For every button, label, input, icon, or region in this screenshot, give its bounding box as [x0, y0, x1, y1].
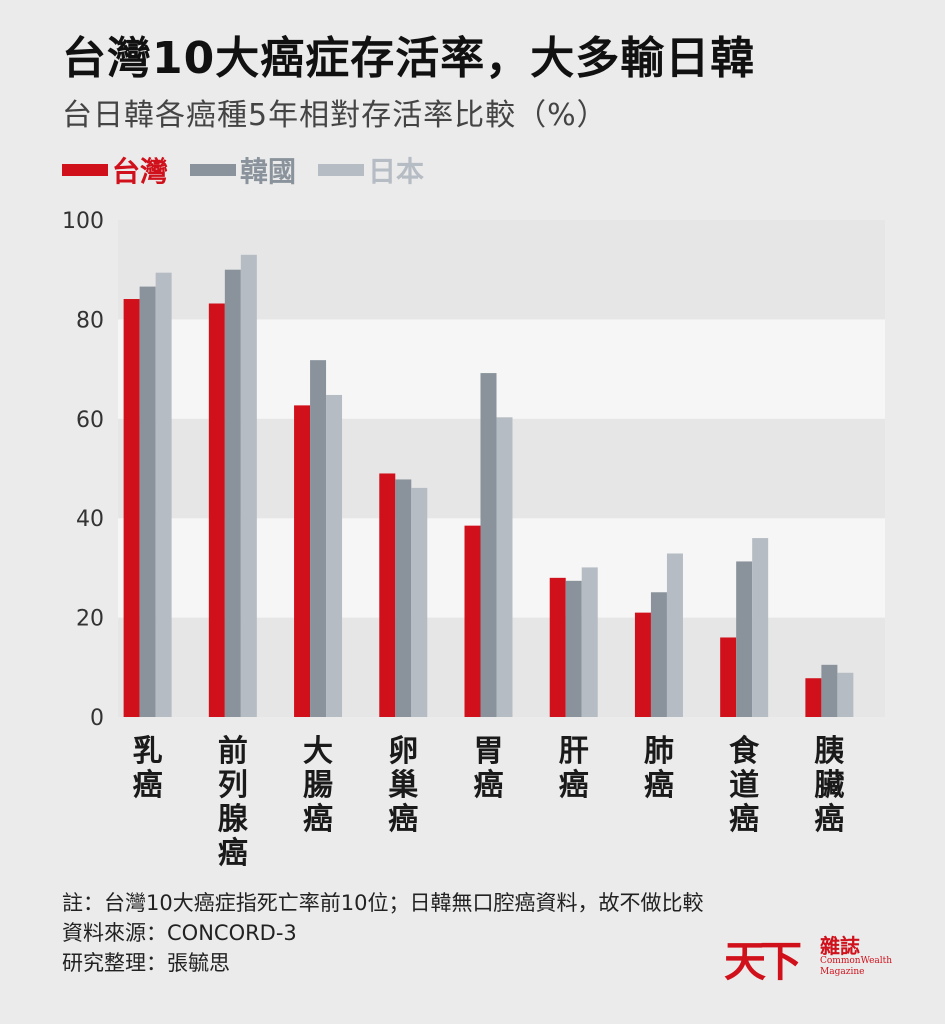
- logo-sub-text: 雜誌: [820, 934, 860, 958]
- footnote-note: 註：台灣10大癌症指死亡率前10位；日韓無口腔癌資料，故不做比較: [62, 891, 704, 915]
- category-label: 食: [729, 734, 760, 769]
- bar: [666, 553, 683, 717]
- bar: [821, 664, 838, 717]
- category-label: 乳: [133, 734, 163, 769]
- bar: [736, 561, 753, 717]
- footnote-compiled-by: 研究整理：張毓思: [62, 951, 230, 975]
- legend-label-japan: 日本: [368, 155, 425, 188]
- category-label: 前: [218, 734, 248, 769]
- bar: [411, 487, 428, 717]
- bar: [294, 405, 311, 717]
- bar: [379, 473, 396, 717]
- bar: [326, 394, 343, 717]
- category-label: 卵: [388, 734, 418, 769]
- legend-swatch-japan: [318, 164, 365, 176]
- category-label: 臟: [814, 768, 844, 803]
- legend-swatch-taiwan: [62, 164, 108, 176]
- bar: [139, 286, 156, 717]
- category-label: 肝: [559, 734, 589, 769]
- category-label: 癌: [133, 768, 163, 803]
- logo-english-text: CommonWealth Magazine: [820, 956, 892, 978]
- bar: [837, 672, 854, 717]
- y-tick-label: 0: [90, 706, 104, 731]
- legend-label-taiwan: 台灣: [112, 155, 169, 188]
- legend-item-taiwan: 台灣: [62, 150, 168, 190]
- category-label: 癌: [644, 768, 674, 803]
- category-label: 列: [218, 768, 248, 803]
- category-label: 巢: [388, 768, 418, 803]
- bar: [634, 612, 651, 717]
- logo-en-line1: CommonWealth: [820, 956, 893, 966]
- bar: [155, 272, 172, 717]
- legend: 台灣 韓國 日本: [62, 150, 424, 190]
- bar: [224, 269, 241, 717]
- bar: [496, 417, 513, 717]
- bar: [123, 299, 140, 717]
- category-label: 癌: [559, 768, 589, 803]
- bar: [752, 538, 769, 717]
- category-label: 癌: [474, 768, 504, 803]
- legend-item-korea: 韓國: [190, 150, 296, 190]
- y-tick-label: 20: [76, 607, 104, 632]
- bar: [549, 577, 566, 717]
- chart-title: 台灣10大癌症存活率，大多輸日韓: [62, 33, 756, 84]
- bar: [650, 592, 667, 717]
- category-label: 大: [303, 734, 333, 769]
- category-label: 胃: [474, 734, 504, 769]
- bar: [208, 303, 225, 717]
- category-label: 癌: [729, 802, 759, 837]
- category-label: 腸: [303, 768, 333, 803]
- bar: [565, 580, 582, 717]
- category-label: 胰: [814, 734, 844, 769]
- legend-swatch-korea: [190, 164, 237, 176]
- bar: [464, 525, 481, 717]
- bar: [805, 678, 822, 717]
- bar: [581, 567, 598, 717]
- legend-item-japan: 日本: [318, 150, 424, 190]
- footnote-source: 資料來源：CONCORD-3: [62, 921, 297, 945]
- category-label: 癌: [814, 802, 844, 837]
- legend-label-korea: 韓國: [240, 155, 297, 188]
- logo-main-text: 天下: [724, 937, 802, 986]
- bar: [310, 360, 327, 717]
- category-label: 腺: [218, 802, 249, 837]
- y-tick-label: 40: [76, 507, 104, 532]
- category-label: 肺: [644, 734, 674, 769]
- commonwealth-logo: 天下 雜誌 CommonWealth Magazine: [724, 928, 894, 988]
- category-label: 癌: [388, 802, 418, 837]
- category-label: 道: [729, 768, 759, 803]
- bar: [480, 373, 497, 717]
- logo-en-line2: Magazine: [820, 967, 865, 977]
- category-label: 癌: [218, 836, 248, 871]
- footnotes: 註：台灣10大癌症指死亡率前10位；日韓無口腔癌資料，故不做比較 資料來源：CO…: [62, 888, 703, 978]
- chart-subtitle: 台日韓各癌種5年相對存活率比較（%）: [62, 98, 608, 133]
- y-tick-label: 80: [76, 308, 104, 333]
- y-tick-label: 100: [62, 209, 104, 234]
- bar: [720, 637, 737, 717]
- bar: [240, 254, 257, 717]
- y-tick-label: 60: [76, 408, 104, 433]
- category-label: 癌: [303, 802, 333, 837]
- bar: [395, 479, 412, 717]
